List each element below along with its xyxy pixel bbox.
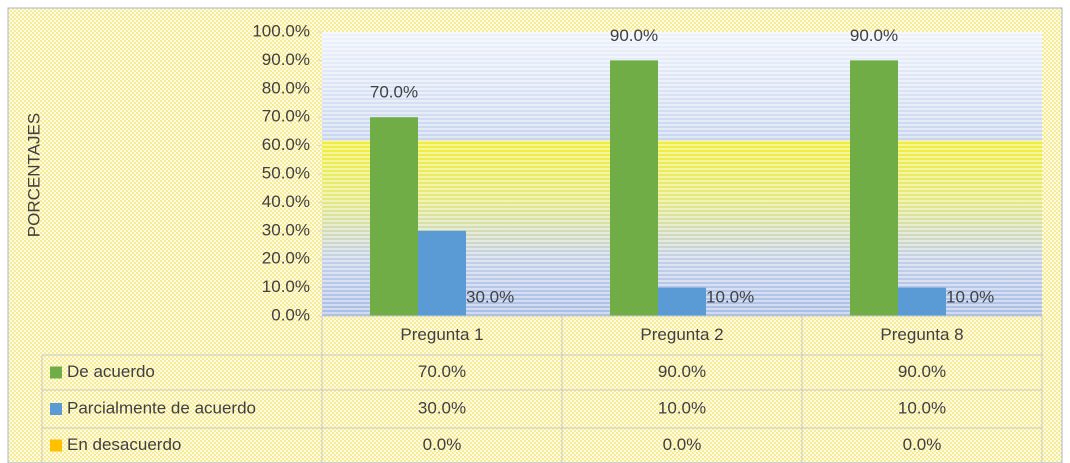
x-tick-label: Pregunta 2: [640, 325, 723, 344]
table-cell: 30.0%: [418, 398, 466, 417]
table-cell: 0.0%: [663, 435, 702, 454]
bar: [658, 287, 706, 316]
legend-swatch: [50, 403, 62, 415]
data-label: 90.0%: [850, 26, 898, 45]
data-label: 10.0%: [946, 287, 994, 306]
table-cell: 0.0%: [903, 435, 942, 454]
y-tick-label: 40.0%: [262, 192, 310, 211]
table-cell: 10.0%: [658, 398, 706, 417]
y-tick-label: 20.0%: [262, 249, 310, 268]
y-axis-title: PORCENTAJES: [24, 113, 43, 237]
legend-label: Parcialmente de acuerdo: [67, 398, 256, 417]
legend-swatch: [50, 366, 62, 379]
table-cell: 90.0%: [898, 362, 946, 381]
bar: [898, 287, 946, 316]
y-tick-label: 10.0%: [262, 277, 310, 296]
x-tick-label: Pregunta 1: [400, 325, 483, 344]
bar: [370, 117, 418, 316]
bar: [850, 60, 898, 317]
data-label: 30.0%: [466, 287, 514, 306]
y-tick-label: 60.0%: [262, 135, 310, 154]
y-tick-label: 70.0%: [262, 107, 310, 126]
y-tick-label: 0.0%: [271, 305, 310, 324]
bar: [610, 60, 658, 317]
data-label: 70.0%: [370, 83, 418, 102]
data-label: 10.0%: [706, 287, 754, 306]
table-cell: 10.0%: [898, 398, 946, 417]
table-cell: 70.0%: [418, 362, 466, 381]
x-tick-label: Pregunta 8: [880, 325, 963, 344]
bar: [418, 230, 466, 316]
legend-label: De acuerdo: [67, 362, 155, 381]
y-tick-label: 30.0%: [262, 220, 310, 239]
y-tick-label: 80.0%: [262, 78, 310, 97]
table-cell: 90.0%: [658, 362, 706, 381]
legend-label: En desacuerdo: [67, 435, 181, 454]
legend-swatch: [50, 439, 62, 452]
y-tick-label: 90.0%: [262, 50, 310, 69]
data-label: 90.0%: [610, 26, 658, 45]
y-tick-label: 100.0%: [252, 21, 310, 40]
y-tick-label: 50.0%: [262, 163, 310, 182]
table-cell: 0.0%: [423, 435, 462, 454]
